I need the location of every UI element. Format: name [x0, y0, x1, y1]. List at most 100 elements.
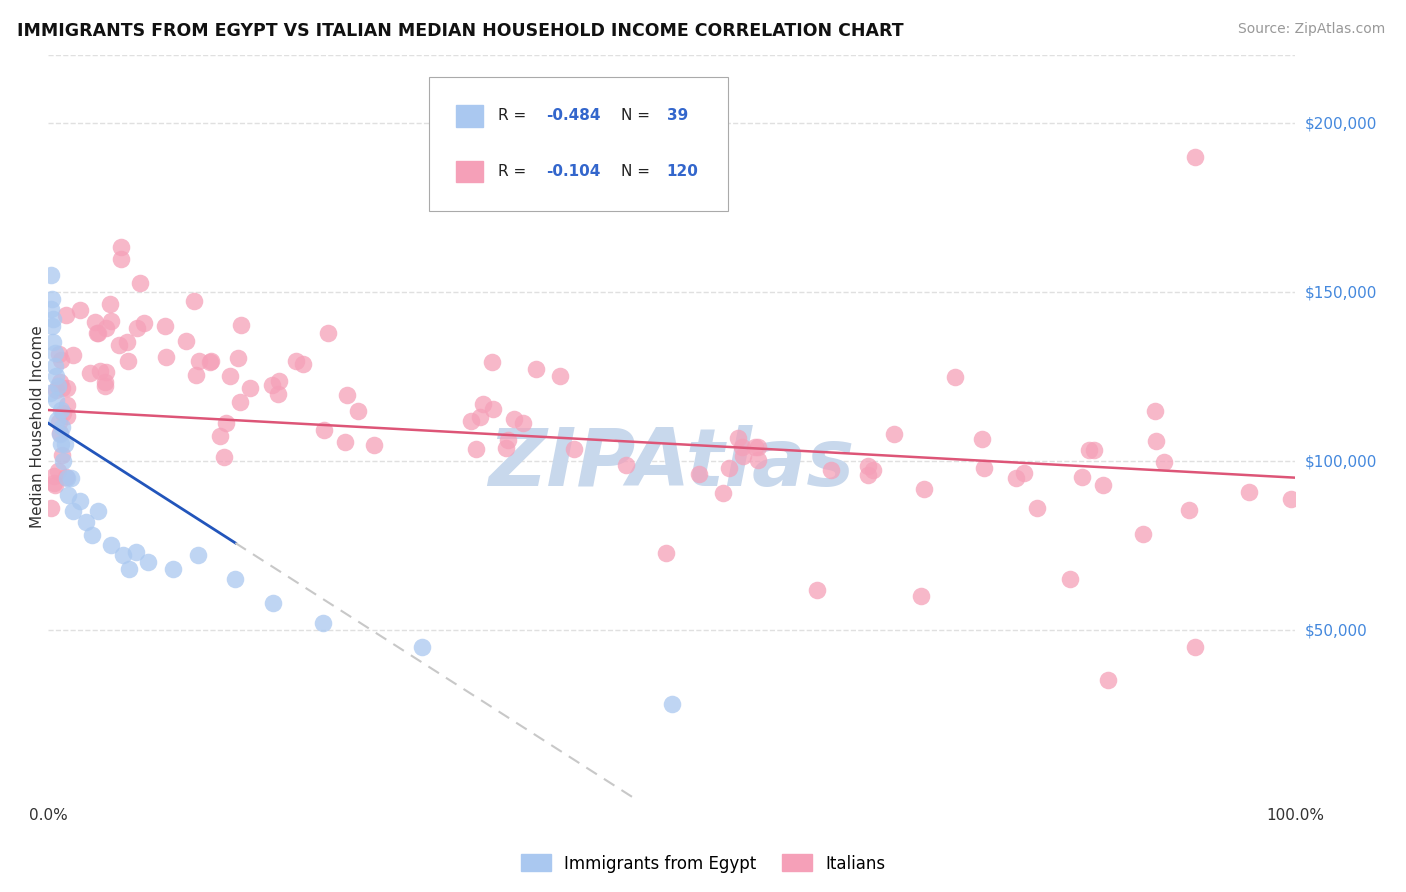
Point	[56, 409, 79, 423]
Point	[39, 301, 62, 316]
Point	[731, 449, 754, 463]
Point	[59, 470, 82, 484]
Point	[125, 320, 148, 334]
Text: -0.104: -0.104	[546, 164, 600, 179]
Point	[55, 398, 77, 412]
Point	[188, 354, 211, 368]
Point	[862, 463, 884, 477]
Point	[562, 442, 585, 457]
Point	[86, 326, 108, 340]
Point	[910, 589, 932, 603]
Point	[94, 375, 117, 389]
Point	[1092, 478, 1115, 492]
Point	[224, 572, 246, 586]
Point	[311, 615, 333, 630]
Point	[912, 482, 935, 496]
Point	[117, 335, 139, 350]
Point	[52, 454, 75, 468]
Point	[503, 412, 526, 426]
Point	[239, 381, 262, 395]
Point	[1132, 526, 1154, 541]
Point	[1184, 149, 1206, 163]
Point	[1059, 572, 1081, 586]
Point	[98, 297, 121, 311]
Point	[1097, 673, 1119, 688]
Point	[284, 354, 307, 368]
Point	[49, 376, 72, 390]
Point	[856, 458, 879, 473]
Text: N =: N =	[620, 164, 654, 179]
Bar	[456, 161, 484, 183]
Bar	[456, 105, 484, 127]
Point	[62, 348, 84, 362]
Point	[49, 437, 72, 451]
Point	[973, 460, 995, 475]
Point	[1144, 434, 1167, 448]
Point	[45, 384, 67, 398]
Y-axis label: Median Household Income: Median Household Income	[30, 326, 45, 528]
Point	[49, 403, 72, 417]
Point	[524, 362, 547, 376]
Point	[727, 431, 749, 445]
Point	[110, 240, 132, 254]
Point	[267, 374, 290, 388]
FancyBboxPatch shape	[429, 78, 728, 211]
Point	[86, 326, 108, 340]
Point	[820, 463, 842, 477]
Legend: Immigrants from Egypt, Italians: Immigrants from Egypt, Italians	[515, 847, 891, 880]
Point	[112, 549, 135, 563]
Point	[548, 368, 571, 383]
Point	[48, 379, 70, 393]
Point	[231, 318, 253, 332]
Point	[200, 354, 222, 368]
Point	[856, 468, 879, 483]
Point	[94, 365, 117, 379]
Point	[731, 440, 754, 454]
Point	[136, 555, 159, 569]
Point	[69, 303, 91, 318]
Point	[471, 396, 494, 410]
Point	[94, 379, 117, 393]
Point	[363, 438, 385, 452]
Point	[46, 464, 69, 478]
Text: 39: 39	[666, 109, 688, 123]
Point	[1144, 404, 1167, 418]
Point	[51, 448, 73, 462]
Point	[1279, 491, 1302, 506]
Point	[75, 515, 97, 529]
Point	[45, 392, 67, 407]
Point	[465, 442, 488, 456]
Text: 120: 120	[666, 164, 699, 179]
Point	[267, 387, 290, 401]
Point	[460, 414, 482, 428]
Point	[49, 353, 72, 368]
Point	[187, 549, 209, 563]
Point	[1077, 442, 1099, 457]
Point	[79, 366, 101, 380]
Point	[118, 562, 141, 576]
Point	[89, 364, 111, 378]
Point	[228, 351, 250, 365]
Point	[51, 381, 73, 395]
Point	[1178, 502, 1201, 516]
Point	[747, 453, 769, 467]
Point	[1184, 640, 1206, 654]
Point	[46, 413, 69, 427]
Point	[411, 640, 433, 654]
Point	[335, 434, 357, 449]
Point	[155, 351, 177, 365]
Point	[52, 406, 75, 420]
Point	[688, 467, 710, 482]
Point	[711, 486, 734, 500]
Point	[1012, 467, 1035, 481]
Point	[316, 326, 339, 340]
Point	[661, 697, 683, 711]
Point	[1071, 469, 1094, 483]
Text: R =: R =	[498, 109, 531, 123]
Point	[48, 415, 70, 429]
Point	[970, 433, 993, 447]
Point	[100, 538, 122, 552]
Point	[155, 318, 177, 333]
Point	[48, 346, 70, 360]
Point	[512, 416, 534, 430]
